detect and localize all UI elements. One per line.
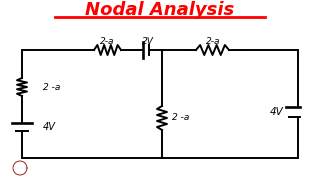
Text: 4V: 4V: [270, 107, 284, 117]
Text: 2 -a: 2 -a: [172, 114, 189, 123]
Text: Nodal Analysis: Nodal Analysis: [85, 1, 235, 19]
Text: 2V: 2V: [142, 37, 154, 46]
Text: 2 -a: 2 -a: [43, 82, 60, 91]
Text: 2-a: 2-a: [206, 37, 220, 46]
Text: 4V: 4V: [43, 122, 56, 132]
Text: 2-a: 2-a: [100, 37, 114, 46]
